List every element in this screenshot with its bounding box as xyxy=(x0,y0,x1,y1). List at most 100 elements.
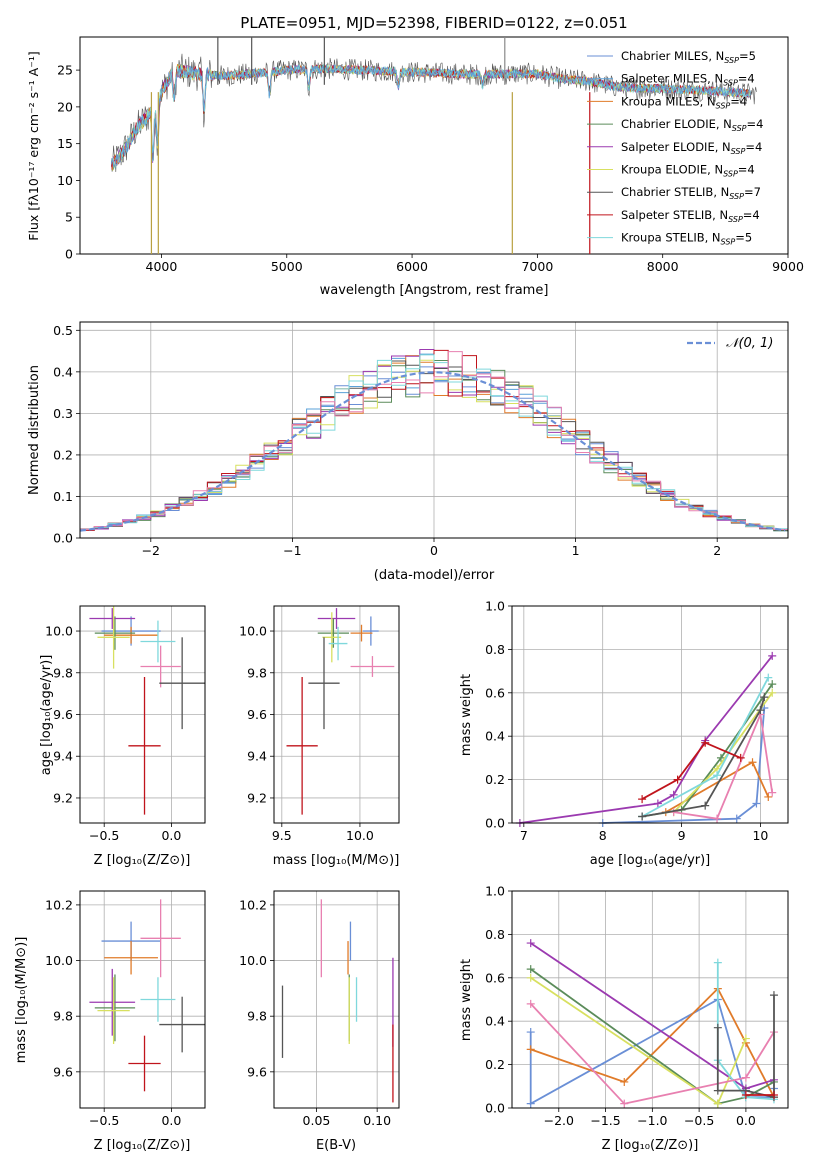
weight-marker xyxy=(526,1028,535,1037)
weight-marker xyxy=(768,688,777,697)
x-tick-label: 9000 xyxy=(772,259,804,274)
histogram-step xyxy=(80,351,788,533)
spectrum-ticks: 4000 5000 6000 7000 8000 9000 0 5 10 15 20 25 xyxy=(57,63,804,274)
legend-label: Chabrier ELODIE, NSSP=4 xyxy=(621,117,763,133)
y-tick-label: 0.2 xyxy=(485,772,505,787)
legend-subscript: SSP xyxy=(724,56,739,65)
legend-value: =4 xyxy=(743,208,760,222)
legend-subscript: SSP xyxy=(728,215,743,224)
weight-marker xyxy=(713,814,722,823)
y-tick-label: 15 xyxy=(57,136,73,151)
weight-marker xyxy=(768,680,777,689)
legend-value: =4 xyxy=(738,163,755,177)
legend-label: Chabrier MILES, NSSP=5 xyxy=(621,49,756,65)
residual-legend: 𝒩(0, 1) xyxy=(687,336,773,351)
y-tick-label: 20 xyxy=(57,99,73,114)
y-tick-label: 9.8 xyxy=(247,665,267,680)
plot-frame xyxy=(79,605,206,824)
x-tick-label: 0.0 xyxy=(736,1113,756,1128)
gaussian-curve xyxy=(80,371,786,532)
y-tick-label: 0.0 xyxy=(53,531,73,546)
plot-frame xyxy=(511,890,789,1109)
weight-marker xyxy=(713,1023,722,1032)
weight-line xyxy=(641,696,766,818)
weight-marker xyxy=(768,651,777,660)
weight-line xyxy=(641,741,742,800)
weight-marker xyxy=(713,1099,722,1108)
plot-frame xyxy=(511,605,789,824)
y-tick-label: 1.0 xyxy=(485,599,505,614)
x-tick-label: −1 xyxy=(283,543,301,558)
weight-line xyxy=(530,968,775,1105)
weight-line xyxy=(530,1003,775,1105)
spectrum-ylabel: Flux [fλ10⁻¹⁷ erg cm⁻² s⁻¹ A⁻¹] xyxy=(26,51,41,240)
x-tick-label: 0 xyxy=(430,543,438,558)
weight-marker xyxy=(716,753,725,762)
z-age-xlabel: Z [log₁₀(Z/Z⊙)] xyxy=(94,853,191,868)
weight-marker xyxy=(673,775,682,784)
weight-marker xyxy=(526,999,535,1008)
plot-frame xyxy=(79,890,206,1109)
legend-subscript: SSP xyxy=(723,170,738,179)
y-tick-label: 5 xyxy=(65,210,73,225)
weight-line xyxy=(716,962,775,1101)
x-tick-label: 10.0 xyxy=(346,828,374,843)
x-tick-label: 5000 xyxy=(271,259,303,274)
weight-marker xyxy=(526,965,535,974)
x-tick-label: 0.0 xyxy=(161,828,181,843)
x-tick-label: −0.5 xyxy=(89,828,119,843)
y-tick-label: 0.3 xyxy=(53,406,73,421)
y-tick-label: 9.8 xyxy=(53,1009,73,1024)
weight-marker xyxy=(620,1099,629,1108)
weight-marker xyxy=(741,1034,750,1043)
y-tick-label: 1.0 xyxy=(485,884,505,899)
y-tick-label: 9.4 xyxy=(53,749,73,764)
y-tick-label: 0.8 xyxy=(485,927,505,942)
y-tick-label: 9.6 xyxy=(247,1064,267,1079)
legend-subscript: SSP xyxy=(731,147,746,156)
y-tick-label: 10.0 xyxy=(239,953,267,968)
weight-marker xyxy=(764,673,773,682)
x-tick-label: −2 xyxy=(142,543,160,558)
weight-marker xyxy=(526,939,535,948)
legend-label: Kroupa STELIB, NSSP=5 xyxy=(621,231,752,247)
y-tick-label: 0 xyxy=(65,247,73,262)
weight-marker xyxy=(620,1077,629,1086)
z-mass-panel: −0.5 0.0 9.6 9.8 10.0 10.2 xyxy=(45,890,206,1128)
legend-subscript: SSP xyxy=(716,101,731,110)
legend-value: =4 xyxy=(747,117,764,131)
y-tick-label: 10.0 xyxy=(239,624,267,639)
y-tick-label: 9.2 xyxy=(247,790,267,805)
weight-marker xyxy=(653,799,662,808)
legend-subscript: SSP xyxy=(721,238,736,247)
weight-marker xyxy=(669,790,678,799)
legend-value: =4 xyxy=(738,72,755,86)
x-tick-label: 8 xyxy=(599,828,607,843)
y-tick-label: 0.4 xyxy=(53,364,73,379)
legend-subscript: SSP xyxy=(729,192,744,201)
weight-marker xyxy=(526,973,535,982)
weight-marker xyxy=(732,814,741,823)
x-tick-label: 6000 xyxy=(396,259,428,274)
legend-value: =5 xyxy=(739,49,756,63)
z-mass-xlabel: Z [log₁₀(Z/Z⊙)] xyxy=(94,1138,191,1153)
legend-label: Kroupa ELODIE, NSSP=4 xyxy=(621,163,755,179)
y-tick-label: 9.4 xyxy=(247,749,267,764)
age-weight-panel: 7 8 9 10 0.0 0.2 0.4 0.6 0.8 1.0 xyxy=(485,599,789,843)
x-tick-label: 9.5 xyxy=(272,828,292,843)
mass-age-panel: 9.5 10.0 9.2 9.4 9.6 9.8 10.0 xyxy=(239,605,400,843)
weight-marker xyxy=(752,799,761,808)
weight-marker xyxy=(526,1099,535,1108)
x-tick-label: −2.0 xyxy=(544,1113,574,1128)
weight-marker xyxy=(769,991,778,1000)
weight-marker xyxy=(768,788,777,797)
x-tick-label: 4000 xyxy=(146,259,178,274)
x-tick-label: −0.5 xyxy=(684,1113,714,1128)
z-age-ylabel: age [log₁₀(age/yr)] xyxy=(39,655,54,776)
x-tick-label: 0.0 xyxy=(161,1113,181,1128)
z-mass-ylabel: mass [log₁₀(M/M⊙)] xyxy=(14,937,29,1064)
x-tick-label: 10 xyxy=(752,828,768,843)
x-tick-label: 7000 xyxy=(521,259,553,274)
y-tick-label: 9.8 xyxy=(247,1009,267,1024)
weight-marker xyxy=(760,693,769,702)
